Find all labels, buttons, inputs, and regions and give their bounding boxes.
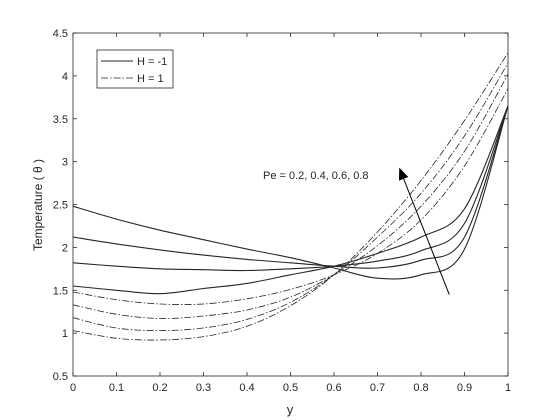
series-line-h-1-pe-08 — [72, 52, 509, 341]
annotation-arrowhead — [398, 167, 409, 181]
x-tick-label: 0.6 — [326, 382, 341, 394]
y-tick-label: 2.5 — [53, 200, 68, 212]
y-axis-label: Temperature ( θ ) — [31, 159, 45, 251]
series-line-h-1-pe-04 — [72, 74, 509, 319]
series-line-h-neg1-pe-04 — [72, 105, 509, 295]
annotation-arrow — [403, 178, 450, 295]
axis-ticks: 0 0.1 0.2 0.3 0.4 0.5 0.6 0.7 0.8 0.9 1 0.5 1 1.5 2 2.5… — [53, 28, 511, 394]
x-tick-label: 0.3 — [196, 382, 211, 394]
legend-box — [96, 49, 174, 89]
series-line-h-neg1-pe-06 — [72, 105, 509, 269]
x-tick-label: 0.9 — [457, 382, 472, 394]
y-tick-label: 3 — [62, 157, 68, 169]
x-tick-label: 0.7 — [370, 382, 385, 394]
x-tick-label: 0.1 — [109, 382, 124, 394]
y-tick-label: 3.5 — [53, 114, 68, 126]
y-tick-label: 1.5 — [53, 285, 68, 297]
x-tick-label: 1 — [505, 382, 511, 394]
annotation-label: Pe = 0.2, 0.4, 0.6, 0.8 — [263, 170, 369, 182]
series-lines — [72, 52, 509, 341]
x-tick-label: 0.5 — [283, 382, 298, 394]
legend: H = -1 H = 1 — [96, 49, 174, 89]
legend-label-h-1: H = 1 — [137, 73, 164, 85]
y-tick-label: 2 — [62, 242, 68, 254]
series-line-h-neg1-pe-08 — [72, 105, 509, 280]
series-line-h-neg1-pe-02 — [72, 105, 509, 272]
y-tick-label: 4 — [62, 71, 68, 83]
x-tick-label: 0.4 — [239, 382, 254, 394]
x-tick-label: 0 — [70, 382, 76, 394]
x-axis-label: y — [287, 402, 294, 417]
x-tick-label: 0.2 — [152, 382, 167, 394]
series-line-h-1-pe-02 — [72, 88, 509, 305]
legend-label-h-neg1: H = -1 — [137, 56, 167, 68]
y-tick-label: 4.5 — [53, 28, 68, 40]
y-tick-label: 1 — [62, 328, 68, 340]
y-tick-label: 0.5 — [53, 371, 68, 383]
x-tick-label: 0.8 — [413, 382, 428, 394]
series-line-h-1-pe-06 — [72, 62, 509, 332]
